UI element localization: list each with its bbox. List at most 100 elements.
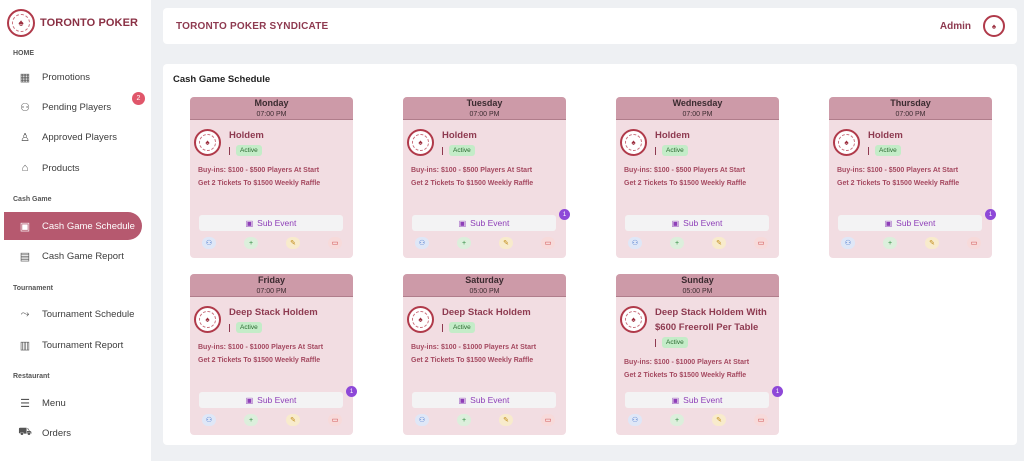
status-badge: Active <box>662 337 688 348</box>
add-icon[interactable]: + <box>670 237 684 249</box>
desc-line: Buy-ins: $100 - $1000 Players At Start <box>624 359 750 366</box>
sidebar-item-orders[interactable]: ⛟ Orders <box>4 419 142 447</box>
avatar[interactable]: ♠ <box>983 15 1005 37</box>
players-icon[interactable]: ⚇ <box>628 414 642 426</box>
edit-icon[interactable]: ✎ <box>925 237 939 249</box>
sub-event-button[interactable]: ▣ Sub Event <box>625 215 769 231</box>
club-logo-icon: ♠ <box>194 306 221 333</box>
sidebar-item-label: Tournament Report <box>42 339 124 351</box>
desc-line: Get 2 Tickets To $1500 Weekly Raffle <box>411 179 534 187</box>
sub-event-button[interactable]: ▣ Sub Event <box>199 392 343 408</box>
edit-icon[interactable]: ✎ <box>286 237 300 249</box>
card-game-title: Holdem <box>868 130 903 141</box>
card-actions: ⚇ + ✎ ▭ <box>839 237 983 249</box>
schedule-card-saturday: Saturday 05:00 PM ♠ Deep Stack Holdem Ac… <box>403 274 566 435</box>
sidebar-item-label: Menu <box>42 397 66 409</box>
delete-icon[interactable]: ▭ <box>754 237 768 249</box>
sidebar-item-menu[interactable]: ☰ Menu <box>4 389 142 417</box>
calendar-icon: ▣ <box>19 220 31 233</box>
sidebar-item-pending-players[interactable]: ⚇ Pending Players 2 <box>4 92 145 121</box>
edit-icon[interactable]: ✎ <box>712 414 726 426</box>
calendar-icon: ▣ <box>458 395 467 405</box>
schedule-card-monday: Monday 07:00 PM ♠ Holdem Active Buy-ins:… <box>190 97 353 258</box>
sidebar-item-approved-players[interactable]: ♙ Approved Players <box>4 123 142 151</box>
add-icon[interactable]: + <box>244 237 258 249</box>
add-icon[interactable]: + <box>457 237 471 249</box>
add-icon[interactable]: + <box>670 414 684 426</box>
status: Active <box>655 337 688 348</box>
brand[interactable]: TORONTO POKER <box>7 9 138 37</box>
card-description: Buy-ins: $100 - $1000 Players At Start Ge… <box>411 342 560 367</box>
edit-icon[interactable]: ✎ <box>499 237 513 249</box>
players-icon[interactable]: ⚇ <box>202 414 216 426</box>
sub-event-button[interactable]: ▣ Sub Event <box>412 215 556 231</box>
sidebar-item-cash-game-schedule[interactable]: ▣ Cash Game Schedule <box>4 212 142 240</box>
card-time: 05:00 PM <box>403 287 566 297</box>
desc-line: Get 2 Tickets To $1500 Weekly Raffle <box>411 356 534 364</box>
delete-icon[interactable]: ▭ <box>328 237 342 249</box>
card-game-title: Deep Stack Holdem With $600 Freeroll Per… <box>655 307 767 333</box>
card-time: 07:00 PM <box>190 287 353 297</box>
sidebar-item-cash-game-report[interactable]: ▤ Cash Game Report <box>4 242 142 270</box>
card-day: Thursday <box>829 97 992 110</box>
card-day: Sunday <box>616 274 779 287</box>
card-game-title: Holdem <box>655 130 690 141</box>
sub-event-button[interactable]: ▣ Sub Event <box>625 392 769 408</box>
edit-icon[interactable]: ✎ <box>499 414 513 426</box>
desc-line: Buy-ins: $100 - $500 Players At Start <box>411 167 533 174</box>
user-name[interactable]: Admin <box>939 21 971 32</box>
players-icon[interactable]: ⚇ <box>628 237 642 249</box>
sidebar-item-products[interactable]: ⌂ Products <box>4 154 142 182</box>
sidebar-item-promotions[interactable]: ▦ Promotions <box>4 63 142 91</box>
card-day: Wednesday <box>616 97 779 110</box>
status-badge: Active <box>449 145 475 156</box>
calendar-icon: ▣ <box>671 218 680 228</box>
sub-event-label: Sub Event <box>257 395 297 405</box>
calendar-icon: ▣ <box>245 218 254 228</box>
route-icon: ⤳ <box>20 307 30 320</box>
sub-event-button[interactable]: ▣ Sub Event <box>838 215 982 231</box>
card-description: Buy-ins: $100 - $500 Players At Start Get… <box>411 165 560 190</box>
add-icon[interactable]: + <box>883 237 897 249</box>
add-icon[interactable]: + <box>244 414 258 426</box>
card-description: Buy-ins: $100 - $1000 Players At Start Ge… <box>198 342 347 367</box>
delete-icon[interactable]: ▭ <box>541 414 555 426</box>
players-icon[interactable]: ⚇ <box>202 237 216 249</box>
schedule-card-friday: Friday 07:00 PM ♠ Deep Stack Holdem Acti… <box>190 274 357 435</box>
players-icon[interactable]: ⚇ <box>415 414 429 426</box>
players-icon[interactable]: ⚇ <box>415 237 429 249</box>
sidebar-item-tournament-report[interactable]: ▥ Tournament Report <box>4 331 142 359</box>
status-badge: Active <box>662 145 688 156</box>
delete-icon[interactable]: ▭ <box>754 414 768 426</box>
users-icon: ⚇ <box>20 101 30 114</box>
user-check-icon: ♙ <box>20 131 30 144</box>
card-game-title: Holdem <box>229 130 264 141</box>
status: Active <box>229 145 262 156</box>
card-description: Buy-ins: $100 - $500 Players At Start Get… <box>198 165 347 190</box>
sub-event-button[interactable]: ▣ Sub Event <box>199 215 343 231</box>
sub-event-label: Sub Event <box>896 218 936 228</box>
pending-count-badge: 2 <box>132 92 145 105</box>
add-icon[interactable]: + <box>457 414 471 426</box>
card-actions: ⚇ + ✎ ▭ <box>200 237 344 249</box>
delete-icon[interactable]: ▭ <box>967 237 981 249</box>
card-day: Monday <box>190 97 353 110</box>
sub-event-button[interactable]: ▣ Sub Event <box>412 392 556 408</box>
sidebar-item-label: Cash Game Report <box>42 250 124 262</box>
delete-icon[interactable]: ▭ <box>541 237 555 249</box>
status-badge: Active <box>236 322 262 333</box>
sub-event-label: Sub Event <box>257 218 297 228</box>
cart-icon: ⛟ <box>18 426 32 438</box>
delete-icon[interactable]: ▭ <box>328 414 342 426</box>
players-icon[interactable]: ⚇ <box>841 237 855 249</box>
schedule-panel: Cash Game Schedule Monday 07:00 PM ♠ Hol… <box>163 64 1017 445</box>
sidebar-item-tournament-schedule[interactable]: ⤳ Tournament Schedule <box>4 300 142 328</box>
schedule-card-wednesday: Wednesday 07:00 PM ♠ Holdem Active Buy-i… <box>616 97 779 258</box>
page-title: Cash Game Schedule <box>173 74 271 85</box>
sidebar-item-label: Cash Game Schedule <box>42 220 135 232</box>
calendar-icon: ▣ <box>884 218 893 228</box>
edit-icon[interactable]: ✎ <box>286 414 300 426</box>
edit-icon[interactable]: ✎ <box>712 237 726 249</box>
logo-icon <box>7 9 35 37</box>
club-logo-icon: ♠ <box>620 306 647 333</box>
